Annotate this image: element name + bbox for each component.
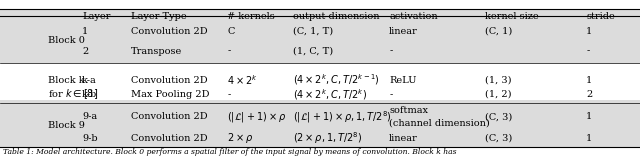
Text: Convolution 2D: Convolution 2D — [131, 112, 208, 122]
Text: activation: activation — [389, 12, 438, 21]
Text: (C, 1): (C, 1) — [485, 27, 513, 36]
Text: (C, 1, T): (C, 1, T) — [293, 27, 333, 36]
Text: (C, 3): (C, 3) — [485, 112, 513, 122]
Text: (1, 3): (1, 3) — [485, 76, 511, 85]
Text: for $k \in [8]$: for $k \in [8]$ — [48, 87, 98, 101]
Text: Convolution 2D: Convolution 2D — [131, 27, 208, 36]
Text: (1, 2): (1, 2) — [485, 90, 511, 99]
Text: 1: 1 — [82, 27, 88, 36]
Text: $4 \times 2^k$: $4 \times 2^k$ — [227, 73, 258, 87]
Text: $(2 \times \rho, 1, T/2^8)$: $(2 \times \rho, 1, T/2^8)$ — [293, 130, 363, 146]
Text: Layer Type: Layer Type — [131, 12, 187, 21]
Text: $(4 \times 2^k, C, T/2^k)$: $(4 \times 2^k, C, T/2^k)$ — [293, 87, 367, 102]
Bar — [0, 100, 640, 147]
Text: k-a: k-a — [82, 76, 97, 85]
Text: (C, 3): (C, 3) — [485, 134, 513, 143]
Text: -: - — [389, 46, 392, 56]
Text: Table 1: Model architecture. Block 0 performs a spatial filter of the input sign: Table 1: Model architecture. Block 0 per… — [3, 148, 457, 156]
Text: 2: 2 — [586, 90, 593, 99]
Text: (1, C, T): (1, C, T) — [293, 46, 333, 56]
Text: Transpose: Transpose — [131, 46, 182, 56]
Text: 9-a: 9-a — [82, 112, 97, 122]
Text: Convolution 2D: Convolution 2D — [131, 76, 208, 85]
Text: 9-b: 9-b — [82, 134, 97, 143]
Text: (channel dimension): (channel dimension) — [389, 119, 490, 128]
Text: 1: 1 — [586, 112, 593, 122]
Text: -: - — [227, 90, 230, 99]
Text: softmax: softmax — [389, 106, 428, 115]
Text: -: - — [389, 90, 392, 99]
Text: linear: linear — [389, 27, 418, 36]
Text: $(|\mathcal{L}|+1) \times \rho$: $(|\mathcal{L}|+1) \times \rho$ — [227, 110, 286, 124]
Text: Block 9: Block 9 — [48, 121, 85, 130]
Text: -: - — [227, 46, 230, 56]
Text: C: C — [227, 27, 235, 36]
Text: 1: 1 — [586, 134, 593, 143]
Text: Block 0: Block 0 — [48, 35, 85, 45]
Text: -: - — [586, 46, 589, 56]
Text: linear: linear — [389, 134, 418, 143]
Text: 1: 1 — [586, 76, 593, 85]
Text: Convolution 2D: Convolution 2D — [131, 134, 208, 143]
Text: Layer: Layer — [82, 12, 110, 21]
Text: 2: 2 — [82, 46, 88, 56]
Text: output dimension: output dimension — [293, 12, 380, 21]
Text: ReLU: ReLU — [389, 76, 417, 85]
Text: k-b: k-b — [82, 90, 97, 99]
Text: Block k: Block k — [48, 76, 84, 85]
Text: stride: stride — [586, 12, 615, 21]
Text: 1: 1 — [586, 27, 593, 36]
Bar — [0, 9, 640, 63]
Text: Max Pooling 2D: Max Pooling 2D — [131, 90, 210, 99]
Text: $2 \times \rho$: $2 \times \rho$ — [227, 131, 253, 145]
Text: # kernels: # kernels — [227, 12, 275, 21]
Text: $(|\mathcal{L}|+1) \times \rho, 1, T/2^8)$: $(|\mathcal{L}|+1) \times \rho, 1, T/2^8… — [293, 109, 392, 125]
Text: kernel size: kernel size — [485, 12, 539, 21]
Text: $(4 \times 2^k, C, T/2^{k-1})$: $(4 \times 2^k, C, T/2^{k-1})$ — [293, 73, 380, 87]
